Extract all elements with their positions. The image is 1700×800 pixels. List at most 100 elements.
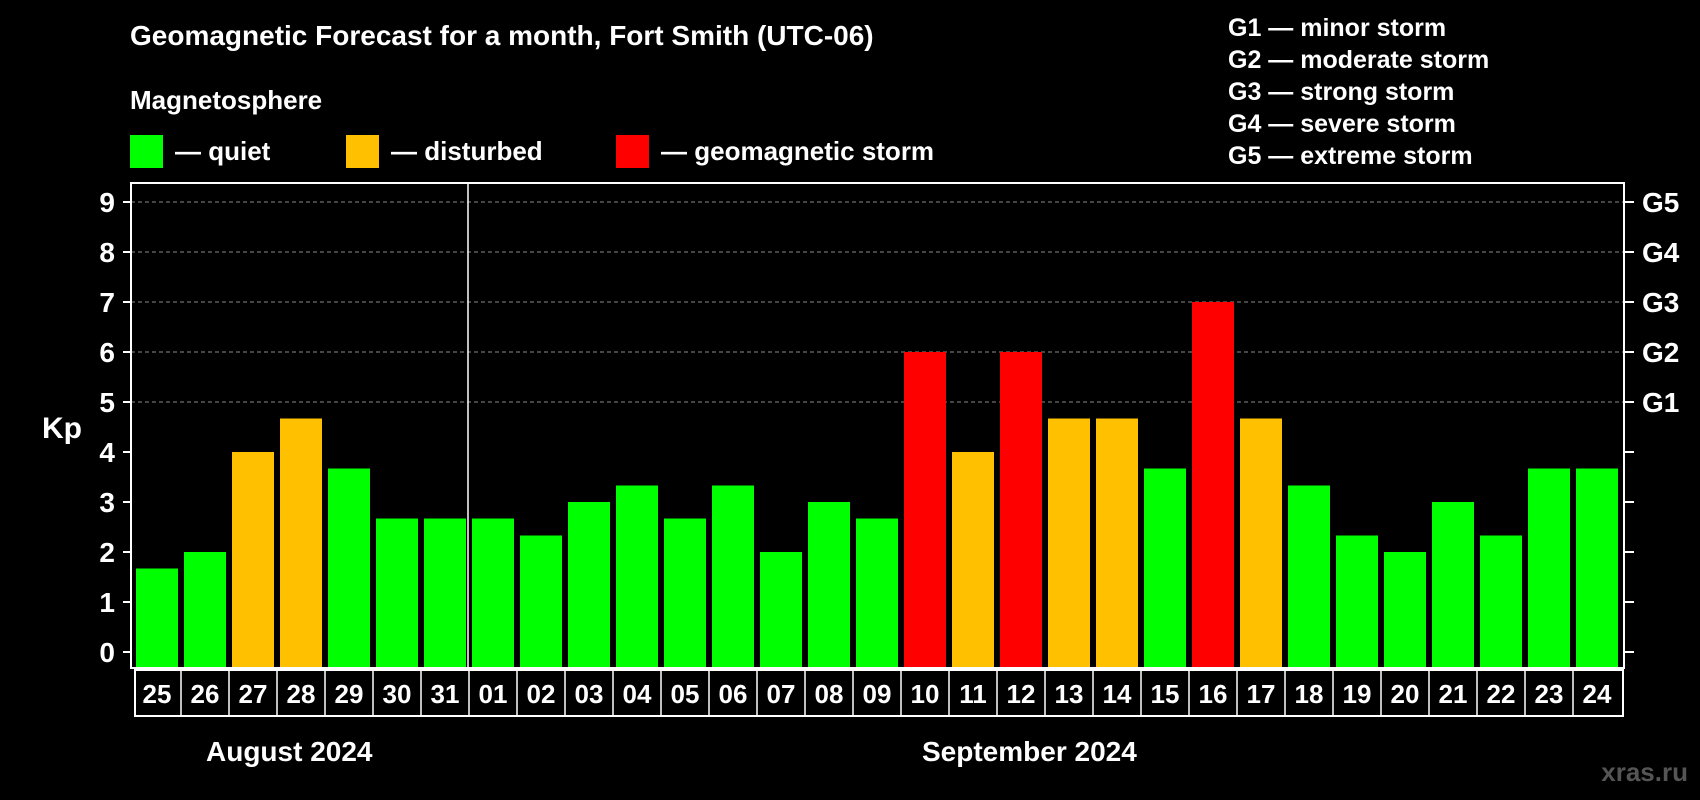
ytick-label-6: 6 <box>99 337 115 368</box>
date-label-13: 13 <box>1055 679 1084 709</box>
legend-item-disturbed: — disturbed <box>346 134 543 168</box>
bar-30 <box>376 518 418 668</box>
ytick-label-0: 0 <box>99 637 115 668</box>
g-legend-g4: G4 — severe storm <box>1228 110 1456 138</box>
g-legend-g1: G1 — minor storm <box>1228 14 1447 42</box>
legend-label-disturbed: — disturbed <box>391 135 543 166</box>
bar-22 <box>1480 535 1522 668</box>
g-legend-g2: G2 — moderate storm <box>1228 46 1490 74</box>
date-label-01: 01 <box>479 679 508 709</box>
date-label-03: 03 <box>575 679 604 709</box>
bar-20 <box>1384 552 1426 668</box>
ytick-label-4: 4 <box>99 437 115 468</box>
date-label-17: 17 <box>1247 679 1276 709</box>
date-label-02: 02 <box>527 679 556 709</box>
g-label-g1: G1 <box>1642 387 1679 418</box>
legend-heading: Magnetosphere <box>130 85 323 115</box>
date-label-29: 29 <box>335 679 364 709</box>
date-label-08: 08 <box>815 679 844 709</box>
ytick-label-7: 7 <box>99 287 115 318</box>
bar-24 <box>1576 468 1618 668</box>
date-label-10: 10 <box>911 679 940 709</box>
g-label-g5: G5 <box>1642 187 1679 218</box>
date-label-09: 09 <box>863 679 892 709</box>
legend-item-storm: — geomagnetic storm <box>616 134 935 168</box>
bar-29 <box>328 468 370 668</box>
date-label-14: 14 <box>1103 679 1132 709</box>
bar-26 <box>184 552 226 668</box>
month-label-august: August 2024 <box>206 736 373 767</box>
disturbed-swatch <box>346 134 379 168</box>
storm-swatch <box>616 134 649 168</box>
bar-17 <box>1240 418 1282 668</box>
ytick-label-3: 3 <box>99 487 115 518</box>
date-label-25: 25 <box>143 679 172 709</box>
date-label-06: 06 <box>719 679 748 709</box>
date-label-11: 11 <box>959 679 987 709</box>
date-axis-frame <box>134 669 1624 717</box>
legend-label-quiet: — quiet <box>175 135 271 166</box>
bar-13 <box>1048 418 1090 668</box>
date-label-18: 18 <box>1295 679 1324 709</box>
date-label-20: 20 <box>1391 679 1420 709</box>
bar-25 <box>136 568 178 668</box>
bar-28 <box>280 418 322 668</box>
ytick-label-2: 2 <box>99 537 115 568</box>
ytick-label-1: 1 <box>99 587 115 618</box>
bar-27 <box>232 452 274 668</box>
bar-31 <box>424 518 466 668</box>
date-label-12: 12 <box>1007 679 1036 709</box>
ytick-label-8: 8 <box>99 237 115 268</box>
bar-10 <box>904 352 946 668</box>
plot-frame <box>130 182 1625 669</box>
bar-11 <box>952 452 994 668</box>
date-label-07: 07 <box>767 679 796 709</box>
bar-03 <box>568 502 610 668</box>
bar-18 <box>1288 485 1330 668</box>
bar-23 <box>1528 468 1570 668</box>
date-label-22: 22 <box>1487 679 1516 709</box>
date-label-04: 04 <box>623 679 652 709</box>
date-label-21: 21 <box>1439 679 1468 709</box>
date-label-23: 23 <box>1535 679 1564 709</box>
date-label-05: 05 <box>671 679 700 709</box>
legend-item-quiet: — quiet <box>130 134 271 168</box>
bar-01 <box>472 518 514 668</box>
date-label-15: 15 <box>1151 679 1180 709</box>
ytick-label-5: 5 <box>99 387 115 418</box>
watermark: xras.ru <box>1601 757 1688 787</box>
date-label-27: 27 <box>239 679 268 709</box>
date-label-16: 16 <box>1199 679 1228 709</box>
g-scale-legend: G1 — minor storm G2 — moderate storm G3 … <box>1228 12 1489 172</box>
bar-02 <box>520 535 562 668</box>
date-label-30: 30 <box>383 679 412 709</box>
g-label-g2: G2 <box>1642 337 1679 368</box>
bar-15 <box>1144 468 1186 668</box>
date-label-19: 19 <box>1343 679 1372 709</box>
ytick-label-9: 9 <box>99 187 115 218</box>
bar-09 <box>856 518 898 668</box>
date-label-26: 26 <box>191 679 220 709</box>
legend-label-storm: — geomagnetic storm <box>661 135 935 166</box>
bar-04 <box>616 485 658 668</box>
chart-title: Geomagnetic Forecast for a month, Fort S… <box>130 20 874 51</box>
bar-06 <box>712 485 754 668</box>
bar-16 <box>1192 302 1234 668</box>
quiet-swatch <box>130 134 163 168</box>
g-legend-g5: G5 — extreme storm <box>1228 142 1473 170</box>
bar-21 <box>1432 502 1474 668</box>
date-label-24: 24 <box>1583 679 1612 709</box>
bar-08 <box>808 502 850 668</box>
g-label-g3: G3 <box>1642 287 1679 318</box>
bar-05 <box>664 518 706 668</box>
g-label-g4: G4 <box>1642 237 1680 268</box>
y-axis-title: Kp <box>42 412 82 445</box>
bar-14 <box>1096 418 1138 668</box>
g-legend-g3: G3 — strong storm <box>1228 78 1455 106</box>
date-label-28: 28 <box>287 679 316 709</box>
date-label-31: 31 <box>431 679 460 709</box>
bar-12 <box>1000 352 1042 668</box>
bar-19 <box>1336 535 1378 668</box>
bar-07 <box>760 552 802 668</box>
